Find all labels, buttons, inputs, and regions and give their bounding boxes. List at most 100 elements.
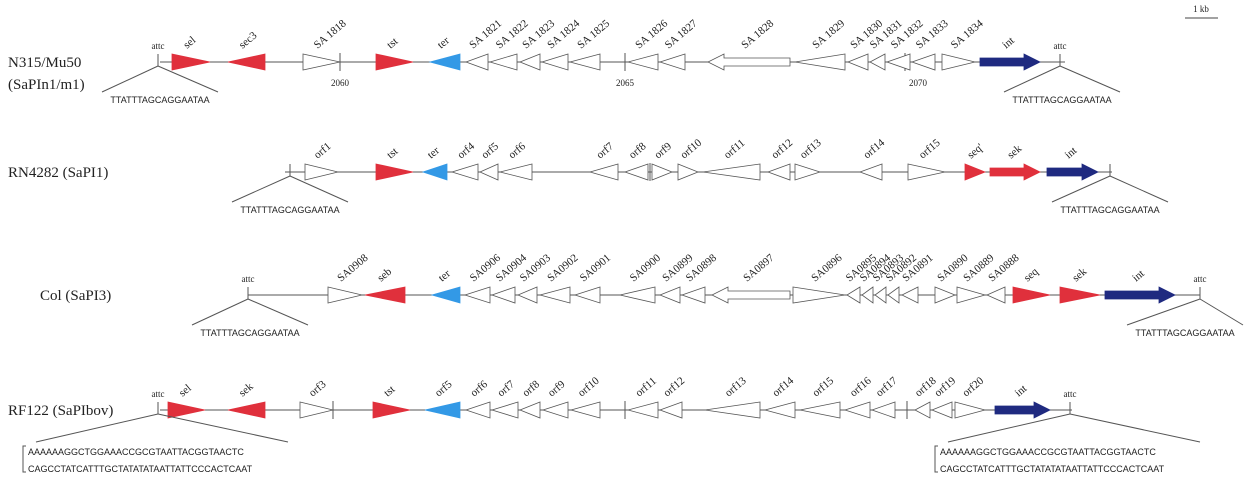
gene-label: orf1 xyxy=(312,140,334,161)
gene-label: SA0900 xyxy=(628,252,664,285)
gene xyxy=(763,401,796,419)
gene-label: orf9 xyxy=(546,378,568,399)
gene-label: orf19 xyxy=(932,374,958,399)
gene xyxy=(464,401,491,419)
gene-label: seq' xyxy=(965,141,985,161)
gene-label: orf8 xyxy=(627,140,649,161)
att-bracket xyxy=(157,413,289,443)
att-sequence: CAGCCTATCATTTGCTATATATAATTATTCCCACTCAAT xyxy=(28,464,253,474)
gene xyxy=(986,286,1006,304)
gene xyxy=(954,401,987,419)
gene xyxy=(858,163,883,181)
gene-label: orf10 xyxy=(576,374,602,399)
gene-label: orf17 xyxy=(874,374,900,399)
gene xyxy=(861,286,874,304)
gene xyxy=(870,401,896,419)
att-bracket xyxy=(1109,175,1169,203)
gene xyxy=(956,286,987,304)
gene-label: orf16 xyxy=(848,374,874,399)
gene xyxy=(227,53,266,71)
gene xyxy=(464,53,489,71)
gene-label: orf6 xyxy=(468,378,490,399)
att-bracket xyxy=(1199,298,1244,326)
gene xyxy=(479,163,499,181)
gene-label: SA0896 xyxy=(809,252,845,285)
gene xyxy=(707,53,791,71)
gene xyxy=(626,401,659,419)
gene xyxy=(794,163,822,181)
gene-label: tst xyxy=(385,145,401,161)
att-label: attc xyxy=(152,389,165,399)
att-bracket xyxy=(1051,175,1111,203)
gene-label: SA 1827 xyxy=(663,17,700,51)
att-bracket xyxy=(289,175,349,203)
gene-label: seq xyxy=(1022,265,1041,284)
gene xyxy=(989,163,1041,181)
gene xyxy=(874,286,887,304)
gene xyxy=(518,401,541,419)
att-sequence: TTATTTAGCAGGAATAA xyxy=(1135,328,1234,338)
gene xyxy=(792,286,846,304)
gene-label: orf14 xyxy=(770,374,796,399)
coordinate: 2065 xyxy=(616,78,635,88)
track-name: Col (SaPI3) xyxy=(40,288,111,304)
att-sequence: TTATTTAGCAGGAATAA xyxy=(240,205,339,215)
gene-label: orf3 xyxy=(307,378,329,399)
gene xyxy=(626,53,659,71)
gene xyxy=(677,163,700,181)
seq-bracket xyxy=(22,445,26,473)
gene-label: SA 1828 xyxy=(739,17,776,51)
gene xyxy=(167,401,206,419)
gene-label: SA0902 xyxy=(545,252,580,284)
gene-label: ter xyxy=(425,144,442,161)
track-name: RN4282 (SaPI1) xyxy=(8,165,108,181)
gene xyxy=(518,53,541,71)
gene-label: SA 1834 xyxy=(949,17,986,51)
gene-label: sel xyxy=(181,34,198,51)
gene-label: SA 1829 xyxy=(810,17,847,51)
gene-label: SA 1818 xyxy=(312,17,349,51)
att-bracket xyxy=(1069,413,1201,443)
gene-label: sec3 xyxy=(237,29,260,51)
seq-bracket xyxy=(934,445,938,473)
gene-label: orf4 xyxy=(455,140,477,161)
gene-label: orf5 xyxy=(479,140,501,161)
gene xyxy=(327,286,363,304)
gene xyxy=(930,401,953,419)
gene xyxy=(702,163,761,181)
gene xyxy=(538,286,571,304)
att-sequence: TTATTTAGCAGGAATAA xyxy=(1012,95,1111,105)
gene-label: tst xyxy=(385,35,401,51)
gene xyxy=(979,53,1041,71)
gene xyxy=(364,286,406,304)
gene xyxy=(499,163,533,181)
gene-label: orf10 xyxy=(678,136,704,161)
gene xyxy=(424,401,461,419)
att-bracket xyxy=(231,175,291,203)
gene xyxy=(680,286,706,304)
gene-label: sel xyxy=(177,382,194,399)
att-sequence: TTATTTAGCAGGAATAA xyxy=(200,328,299,338)
gene xyxy=(766,163,791,181)
track-name: RF122 (SaPIbov) xyxy=(8,403,113,419)
att-bracket xyxy=(1059,65,1121,93)
gene-label: SA0897 xyxy=(741,252,777,285)
gene-label: orf14 xyxy=(861,136,887,161)
gene-label: orf11 xyxy=(722,137,748,161)
gene-label: SA0908 xyxy=(335,252,371,285)
att-bracket xyxy=(191,298,249,326)
gene xyxy=(302,53,341,71)
gene xyxy=(375,163,414,181)
gene xyxy=(450,163,479,181)
gene xyxy=(934,286,957,304)
att-sequence: CAGCCTATCATTTGCTATATATAATTATTCCCACTCAAT xyxy=(940,464,1165,474)
gene xyxy=(304,163,339,181)
gene xyxy=(799,401,841,419)
att-label: attc xyxy=(1064,389,1077,399)
att-bracket xyxy=(947,413,1071,443)
gene xyxy=(704,401,761,419)
att-label: attc xyxy=(242,274,255,284)
gene xyxy=(428,53,461,71)
gene xyxy=(1059,286,1101,304)
